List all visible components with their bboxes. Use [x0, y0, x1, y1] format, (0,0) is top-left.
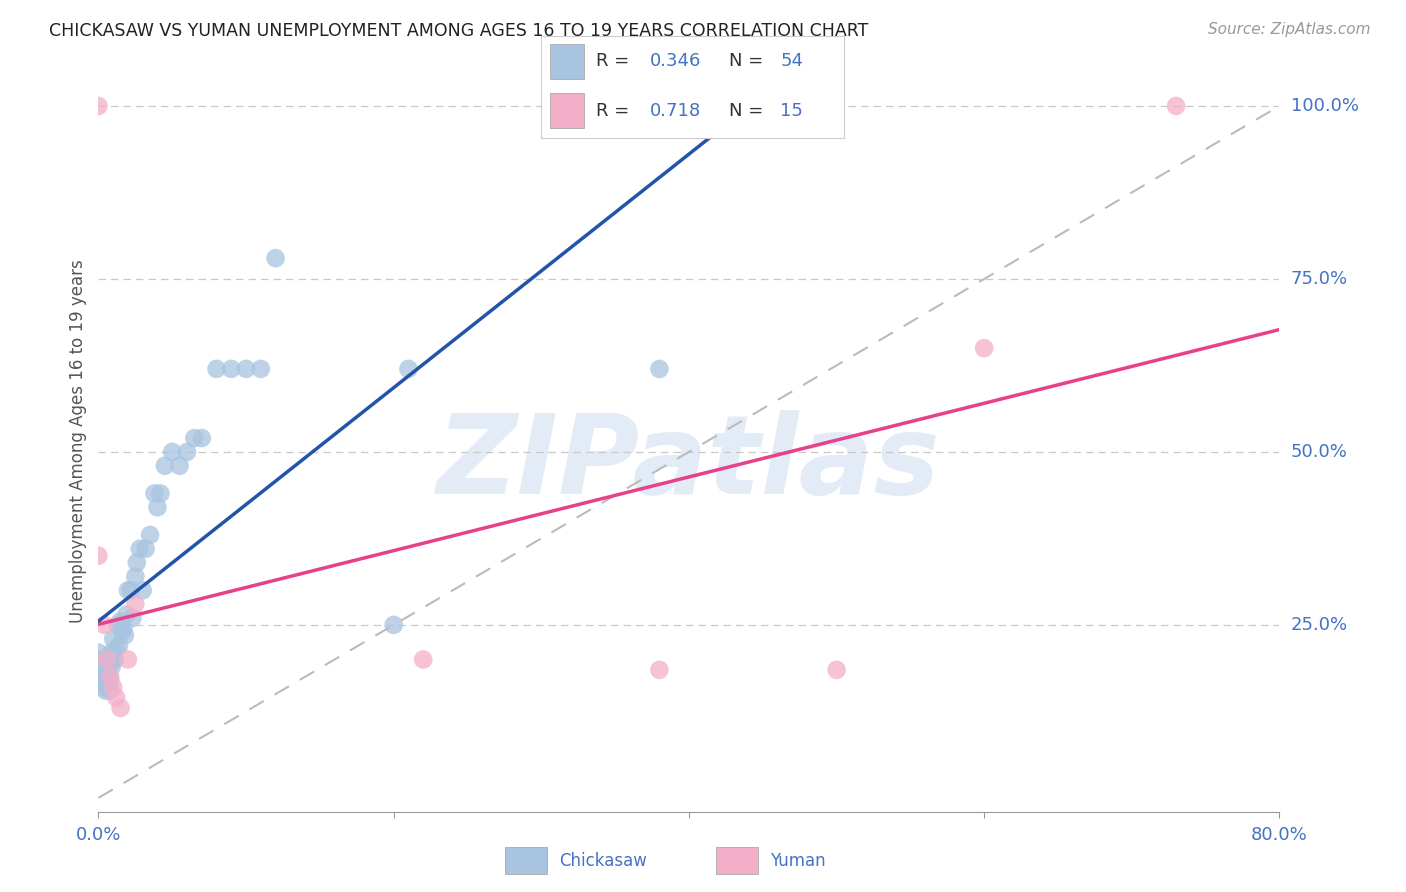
Point — [93, 618, 115, 632]
Point — [169, 458, 191, 473]
Text: R =: R = — [596, 102, 634, 120]
FancyBboxPatch shape — [550, 44, 583, 78]
Text: 75.0%: 75.0% — [1291, 270, 1348, 288]
Point — [124, 597, 146, 611]
Point — [825, 663, 848, 677]
Text: 15: 15 — [780, 102, 803, 120]
Text: N =: N = — [728, 53, 769, 70]
Point — [382, 618, 405, 632]
Point — [648, 663, 671, 677]
Point — [973, 341, 995, 355]
Point — [91, 673, 114, 688]
Point — [120, 583, 142, 598]
Text: R =: R = — [596, 53, 634, 70]
Point — [100, 646, 122, 660]
Point — [94, 666, 117, 681]
Point — [235, 362, 257, 376]
Point — [412, 652, 434, 666]
Point — [87, 99, 110, 113]
Point — [117, 652, 139, 666]
Y-axis label: Unemployment Among Ages 16 to 19 years: Unemployment Among Ages 16 to 19 years — [69, 260, 87, 624]
Point — [219, 362, 242, 376]
Point — [125, 556, 148, 570]
Text: ZIPatlas: ZIPatlas — [437, 410, 941, 517]
FancyBboxPatch shape — [716, 847, 758, 874]
Point — [149, 486, 172, 500]
Point — [87, 549, 110, 563]
Point — [100, 659, 122, 673]
Point — [112, 621, 135, 635]
Point — [114, 628, 136, 642]
Point — [96, 663, 118, 677]
Point — [87, 652, 110, 666]
Point — [648, 362, 671, 376]
Point — [139, 528, 162, 542]
Point — [105, 690, 128, 705]
Point — [103, 652, 125, 666]
Point — [117, 583, 139, 598]
Point — [98, 670, 121, 684]
Point — [205, 362, 228, 376]
Point — [107, 618, 129, 632]
Text: N =: N = — [728, 102, 769, 120]
Point — [96, 676, 118, 690]
Point — [128, 541, 150, 556]
Point — [98, 673, 121, 688]
Point — [183, 431, 205, 445]
Point — [96, 652, 118, 666]
Point — [250, 362, 273, 376]
Point — [110, 615, 132, 629]
FancyBboxPatch shape — [505, 847, 547, 874]
Text: 0.718: 0.718 — [650, 102, 702, 120]
Point — [162, 445, 183, 459]
Point — [153, 458, 176, 473]
Text: Chickasaw: Chickasaw — [560, 852, 647, 870]
Point — [91, 656, 114, 670]
Point — [103, 632, 125, 646]
Point — [191, 431, 214, 445]
Point — [176, 445, 198, 459]
Text: 0.346: 0.346 — [650, 53, 702, 70]
FancyBboxPatch shape — [550, 93, 583, 128]
Text: CHICKASAW VS YUMAN UNEMPLOYMENT AMONG AGES 16 TO 19 YEARS CORRELATION CHART: CHICKASAW VS YUMAN UNEMPLOYMENT AMONG AG… — [49, 22, 869, 40]
Text: 54: 54 — [780, 53, 803, 70]
Point — [115, 607, 138, 622]
Text: Source: ZipAtlas.com: Source: ZipAtlas.com — [1208, 22, 1371, 37]
Point — [110, 701, 132, 715]
Point — [132, 583, 155, 598]
Point — [1164, 99, 1187, 113]
Point — [121, 611, 143, 625]
Point — [143, 486, 166, 500]
Text: 50.0%: 50.0% — [1291, 443, 1347, 461]
Point — [111, 624, 134, 639]
Point — [87, 646, 110, 660]
Point — [264, 251, 287, 265]
Point — [97, 680, 120, 694]
Point — [105, 642, 128, 657]
Point — [124, 569, 146, 583]
Point — [108, 639, 131, 653]
Text: 100.0%: 100.0% — [1291, 97, 1358, 115]
Point — [396, 362, 419, 376]
Point — [93, 670, 115, 684]
Point — [97, 670, 120, 684]
Text: 25.0%: 25.0% — [1291, 615, 1348, 634]
Point — [94, 683, 117, 698]
Point — [90, 666, 112, 681]
Point — [135, 541, 157, 556]
Point — [103, 680, 125, 694]
Text: Yuman: Yuman — [770, 852, 827, 870]
Point — [98, 683, 121, 698]
Point — [104, 652, 127, 666]
Point — [146, 500, 169, 515]
Point — [93, 680, 115, 694]
